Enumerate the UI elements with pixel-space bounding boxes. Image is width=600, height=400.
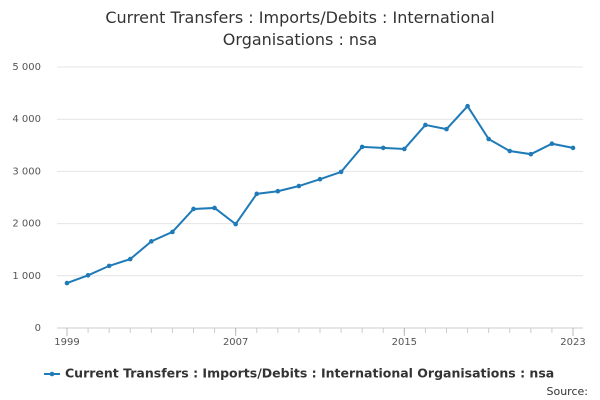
- point: [64, 280, 70, 286]
- point: [254, 191, 260, 197]
- chart-title: Current Transfers : Imports/Debits : Int…: [105, 8, 494, 49]
- x-tick-label: 2015: [392, 337, 417, 348]
- point: [549, 141, 555, 147]
- point: [444, 126, 449, 132]
- point: [380, 145, 386, 151]
- line: [66, 104, 574, 285]
- x-tick-label: 2007: [223, 337, 248, 348]
- x-tick-label: 2023: [560, 337, 585, 348]
- point: [127, 256, 133, 262]
- point: [275, 188, 281, 194]
- point: [317, 176, 323, 182]
- point: [507, 148, 513, 154]
- source: Source:: [547, 385, 589, 398]
- point: [233, 221, 238, 227]
- point: [296, 183, 302, 189]
- point: [570, 145, 576, 151]
- point: [359, 144, 365, 150]
- point: [170, 229, 175, 235]
- point: [191, 206, 196, 212]
- y-tick-label: 0: [35, 323, 41, 334]
- y-tick-label: 2 000: [12, 219, 41, 230]
- point: [402, 146, 407, 152]
- point: [106, 263, 112, 269]
- x-tick-label: 1999: [54, 337, 79, 348]
- y-tick-label: 1 000: [12, 271, 41, 282]
- y-tick-label: 3 000: [12, 166, 41, 177]
- point: [85, 272, 91, 278]
- point: [212, 205, 217, 211]
- point: [149, 239, 154, 244]
- point: [528, 151, 534, 157]
- point: [338, 169, 344, 175]
- legend-marker: [49, 371, 55, 377]
- point: [423, 122, 428, 128]
- legend-label: Current Transfers : Imports/Debits : Int…: [65, 366, 554, 381]
- y-tick-label: 4 000: [12, 114, 41, 125]
- point: [465, 103, 470, 109]
- point: [486, 136, 491, 142]
- y-tick-label: 5 000: [12, 62, 41, 73]
